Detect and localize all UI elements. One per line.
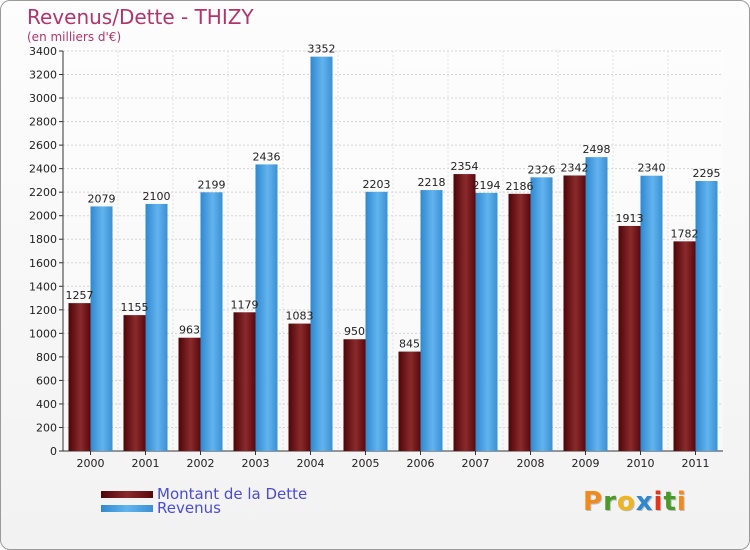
x-tick-label: 2001 bbox=[132, 457, 160, 470]
data-label-debt-2006: 845 bbox=[399, 338, 420, 351]
logo-letter: i bbox=[653, 487, 664, 517]
bar-revenue-2009 bbox=[585, 157, 608, 451]
x-tick-label: 2000 bbox=[77, 457, 105, 470]
chart-legend: Montant de la Dette Revenus bbox=[101, 485, 308, 517]
y-tick-label: 1800 bbox=[29, 233, 57, 246]
bar-revenue-2001 bbox=[145, 203, 168, 451]
y-tick-label: 1000 bbox=[29, 327, 57, 340]
bar-revenue-2000 bbox=[90, 206, 113, 451]
data-label-revenue-2010: 2340 bbox=[638, 162, 666, 175]
data-label-debt-2011: 1782 bbox=[671, 227, 699, 240]
x-tick-label: 2010 bbox=[627, 457, 655, 470]
data-label-revenue-2007: 2194 bbox=[473, 179, 501, 192]
data-label-debt-2001: 1155 bbox=[121, 301, 149, 314]
logo-letter: i bbox=[676, 487, 687, 517]
bar-debt-2005 bbox=[343, 339, 366, 451]
data-label-revenue-2011: 2295 bbox=[693, 167, 721, 180]
x-tick-label: 2008 bbox=[517, 457, 545, 470]
y-tick-label: 0 bbox=[50, 445, 57, 458]
proxiti-logo: Proxiti bbox=[583, 487, 687, 517]
y-tick-label: 600 bbox=[36, 374, 57, 387]
data-label-debt-2000: 1257 bbox=[66, 289, 94, 302]
logo-letter: x bbox=[635, 487, 654, 517]
bar-revenue-2005 bbox=[365, 191, 388, 451]
legend-item-revenue: Revenus bbox=[101, 499, 307, 517]
y-tick-label: 1600 bbox=[29, 257, 57, 270]
y-tick-label: 2400 bbox=[29, 163, 57, 176]
data-label-debt-2005: 950 bbox=[344, 325, 365, 338]
y-tick-label: 2200 bbox=[29, 186, 57, 199]
y-tick-label: 2600 bbox=[29, 139, 57, 152]
legend-swatch-revenue bbox=[101, 504, 153, 512]
data-label-revenue-2003: 2436 bbox=[253, 150, 281, 163]
x-tick-label: 2003 bbox=[242, 457, 270, 470]
y-tick-label: 400 bbox=[36, 398, 57, 411]
data-label-revenue-2004: 3352 bbox=[308, 43, 336, 56]
data-label-revenue-2005: 2203 bbox=[363, 178, 391, 191]
bar-revenue-2003 bbox=[255, 164, 278, 452]
bar-debt-2006 bbox=[398, 351, 421, 451]
y-tick-label: 1200 bbox=[29, 304, 57, 317]
bar-debt-2009 bbox=[563, 175, 586, 451]
y-tick-label: 1400 bbox=[29, 280, 57, 293]
bar-debt-2000 bbox=[68, 303, 91, 451]
chart-title: Revenus/Dette - THIZY bbox=[27, 5, 254, 29]
x-tick-label: 2011 bbox=[682, 457, 710, 470]
bar-revenue-2002 bbox=[200, 192, 223, 451]
data-label-debt-2009: 2342 bbox=[561, 161, 589, 174]
bar-debt-2004 bbox=[288, 323, 311, 451]
x-tick-label: 2005 bbox=[352, 457, 380, 470]
data-label-debt-2003: 1179 bbox=[231, 298, 259, 311]
bar-revenue-2006 bbox=[420, 190, 443, 451]
data-label-debt-2008: 2186 bbox=[506, 180, 534, 193]
y-tick-label: 2800 bbox=[29, 116, 57, 129]
bar-debt-2010 bbox=[618, 225, 641, 451]
chart-subtitle: (en milliers d'€) bbox=[27, 30, 122, 44]
bar-revenue-2008 bbox=[530, 177, 553, 451]
logo-letter: t bbox=[663, 487, 677, 517]
bar-debt-2003 bbox=[233, 312, 256, 451]
bar-debt-2007 bbox=[453, 174, 476, 451]
legend-label-revenue: Revenus bbox=[157, 499, 221, 517]
data-label-revenue-2006: 2218 bbox=[418, 176, 446, 189]
data-label-revenue-2000: 2079 bbox=[88, 192, 116, 205]
data-label-revenue-2001: 2100 bbox=[143, 190, 171, 203]
y-tick-label: 3400 bbox=[29, 45, 57, 58]
logo-letter: P bbox=[583, 487, 604, 517]
legend-item-debt: Montant de la Dette bbox=[101, 485, 308, 503]
y-tick-label: 800 bbox=[36, 351, 57, 364]
bar-debt-2011 bbox=[673, 241, 696, 451]
x-tick-label: 2002 bbox=[187, 457, 215, 470]
bar-debt-2001 bbox=[123, 315, 146, 451]
bar-revenue-2011 bbox=[695, 181, 718, 451]
x-tick-label: 2007 bbox=[462, 457, 490, 470]
data-label-debt-2002: 963 bbox=[179, 324, 200, 337]
y-tick-label: 200 bbox=[36, 421, 57, 434]
x-tick-label: 2006 bbox=[407, 457, 435, 470]
data-label-revenue-2002: 2199 bbox=[198, 178, 226, 191]
data-label-debt-2010: 1913 bbox=[616, 212, 644, 225]
data-label-debt-2004: 1083 bbox=[286, 310, 314, 323]
logo-letter: r bbox=[603, 487, 617, 517]
bar-revenue-2007 bbox=[475, 192, 498, 451]
data-label-revenue-2008: 2326 bbox=[528, 163, 556, 176]
x-tick-label: 2004 bbox=[297, 457, 325, 470]
y-tick-label: 3000 bbox=[29, 92, 57, 105]
y-tick-label: 3200 bbox=[29, 69, 57, 82]
data-label-debt-2007: 2354 bbox=[451, 160, 479, 173]
y-tick-label: 2000 bbox=[29, 210, 57, 223]
data-label-revenue-2009: 2498 bbox=[583, 143, 611, 156]
bar-revenue-2010 bbox=[640, 175, 663, 452]
x-tick-label: 2009 bbox=[572, 457, 600, 470]
logo-letter: o bbox=[616, 487, 636, 517]
legend-swatch-debt bbox=[101, 490, 153, 498]
bar-revenue-2004 bbox=[310, 56, 333, 451]
bar-debt-2002 bbox=[178, 337, 201, 451]
bar-debt-2008 bbox=[508, 193, 531, 451]
legend-label-debt: Montant de la Dette bbox=[157, 485, 308, 503]
